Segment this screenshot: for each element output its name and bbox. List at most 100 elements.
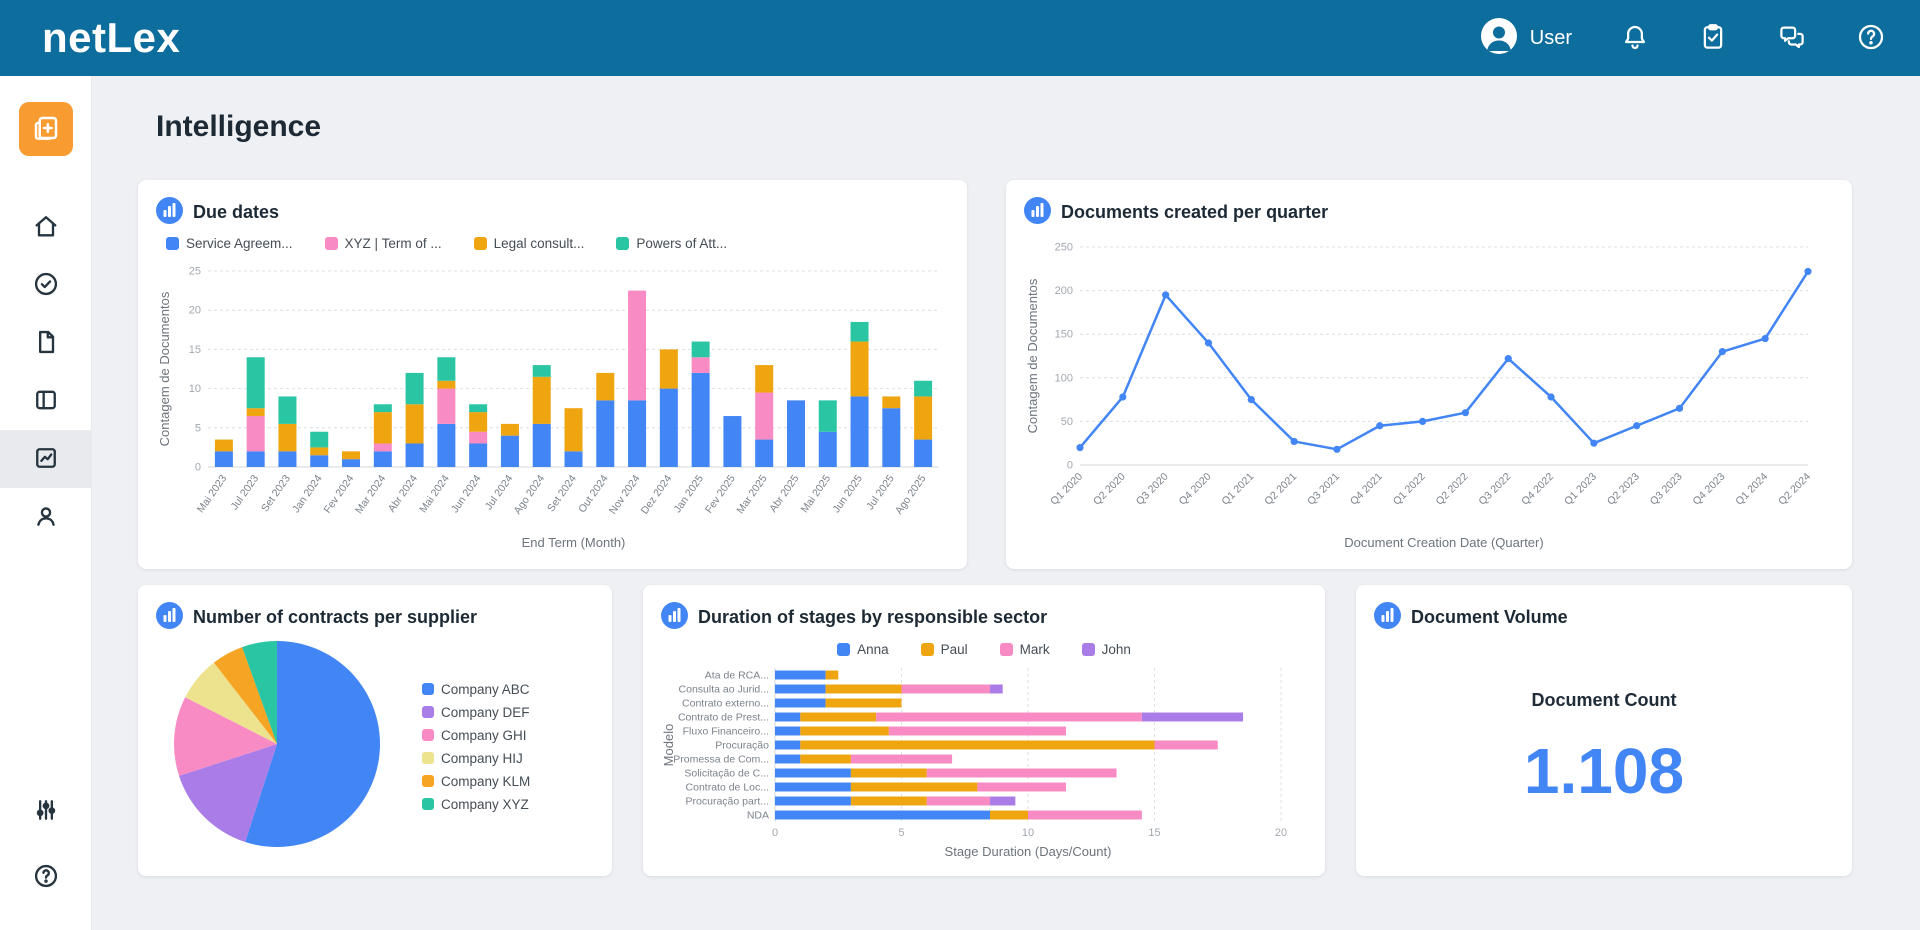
- bar-segment[interactable]: [469, 412, 488, 432]
- create-document-button[interactable]: [18, 102, 73, 156]
- docs-per-quarter-chart[interactable]: 0 50 100 150 200 250 Q1 2020 Q2 2020 Q3 2020 Q4 2…: [1024, 229, 1834, 553]
- bar-segment[interactable]: [405, 372, 424, 405]
- legend-item[interactable]: John: [1081, 642, 1131, 657]
- data-point[interactable]: [1333, 445, 1341, 453]
- help-button[interactable]: [1856, 22, 1886, 55]
- data-point[interactable]: [1376, 422, 1384, 430]
- data-point[interactable]: [1290, 437, 1298, 446]
- bar-segment[interactable]: [214, 451, 233, 467]
- pie-slice[interactable]: [179, 744, 277, 842]
- bar-segment[interactable]: [825, 670, 839, 680]
- bar-segment[interactable]: [310, 455, 329, 467]
- bar-segment[interactable]: [876, 712, 1142, 722]
- data-point[interactable]: [1461, 409, 1470, 417]
- bar-segment[interactable]: [1141, 712, 1244, 722]
- bar-segment[interactable]: [532, 376, 551, 424]
- bar-segment[interactable]: [755, 439, 774, 467]
- data-point[interactable]: [1418, 417, 1427, 425]
- bar-segment[interactable]: [882, 408, 901, 467]
- legend-item[interactable]: Mark: [999, 642, 1050, 657]
- due-dates-chart[interactable]: 0 5 10 15 20 25 Mai 2023 Jul 2023 Set 2023 Jan 20…: [156, 257, 949, 553]
- bar-segment[interactable]: [532, 365, 551, 377]
- bar-segment[interactable]: [246, 451, 265, 467]
- bar-segment[interactable]: [500, 423, 519, 436]
- bar-segment[interactable]: [278, 423, 297, 452]
- bar-segment[interactable]: [373, 443, 392, 452]
- bar-segment[interactable]: [373, 404, 392, 413]
- data-point[interactable]: [1590, 439, 1598, 447]
- bar-segment[interactable]: [246, 408, 265, 417]
- bar-segment[interactable]: [691, 357, 710, 373]
- bar-segment[interactable]: [775, 740, 801, 750]
- pie-slice[interactable]: [245, 641, 381, 847]
- bar-segment[interactable]: [977, 782, 1066, 792]
- sidebar-item-home[interactable]: [0, 198, 92, 256]
- bar-segment[interactable]: [469, 404, 488, 413]
- bar-segment[interactable]: [800, 740, 1155, 750]
- legend-item[interactable]: Service Agreem...: [166, 236, 293, 251]
- bar-segment[interactable]: [755, 365, 774, 393]
- legend-item[interactable]: Company KLM: [422, 774, 530, 789]
- legend-item[interactable]: Company HIJ: [422, 751, 530, 766]
- bar-segment[interactable]: [914, 439, 933, 467]
- bar-segment[interactable]: [659, 388, 678, 467]
- bar-segment[interactable]: [691, 341, 710, 358]
- pie-slice[interactable]: [185, 662, 277, 744]
- pie-slice[interactable]: [213, 647, 277, 744]
- sidebar-item-tasks[interactable]: [0, 256, 92, 314]
- bar-segment[interactable]: [1028, 810, 1142, 820]
- bar-segment[interactable]: [775, 684, 826, 694]
- bar-segment[interactable]: [437, 423, 456, 467]
- bar-segment[interactable]: [775, 810, 991, 820]
- bar-segment[interactable]: [564, 451, 583, 467]
- data-point[interactable]: [1247, 396, 1255, 404]
- bar-segment[interactable]: [850, 796, 927, 806]
- bar-segment[interactable]: [990, 810, 1028, 820]
- bar-segment[interactable]: [405, 443, 424, 467]
- bar-segment[interactable]: [914, 396, 933, 440]
- legend-item[interactable]: Company GHI: [422, 728, 530, 743]
- bar-segment[interactable]: [532, 423, 551, 467]
- data-point[interactable]: [1076, 443, 1084, 452]
- bar-segment[interactable]: [775, 712, 801, 722]
- sidebar-item-users[interactable]: [0, 488, 92, 546]
- bar-segment[interactable]: [850, 321, 869, 342]
- bar-segment[interactable]: [310, 447, 329, 456]
- app-logo[interactable]: netLex: [42, 14, 181, 61]
- bar-segment[interactable]: [342, 459, 361, 467]
- data-point[interactable]: [1119, 393, 1127, 401]
- bar-segment[interactable]: [850, 341, 869, 397]
- legend-item[interactable]: Company XYZ: [422, 797, 530, 812]
- bar-segment[interactable]: [990, 684, 1003, 694]
- bar-segment[interactable]: [775, 768, 851, 778]
- user-menu[interactable]: User: [1480, 17, 1572, 60]
- bar-segment[interactable]: [469, 443, 488, 467]
- bar-segment[interactable]: [926, 768, 1117, 778]
- bar-segment[interactable]: [691, 372, 710, 467]
- bar-segment[interactable]: [775, 754, 801, 764]
- bar-segment[interactable]: [800, 754, 851, 764]
- bar-segment[interactable]: [564, 408, 583, 452]
- bar-segment[interactable]: [214, 439, 233, 452]
- bar-segment[interactable]: [278, 396, 297, 424]
- legend-item[interactable]: Legal consult...: [473, 236, 584, 251]
- data-point[interactable]: [1547, 393, 1555, 401]
- bar-segment[interactable]: [775, 698, 826, 708]
- sidebar-item-templates[interactable]: [0, 372, 92, 430]
- bar-segment[interactable]: [723, 416, 742, 467]
- bar-segment[interactable]: [659, 349, 678, 389]
- line-series[interactable]: [1079, 270, 1810, 451]
- data-point[interactable]: [1675, 404, 1684, 412]
- legend-item[interactable]: Powers of Att...: [616, 236, 727, 251]
- chat-button[interactable]: [1776, 22, 1808, 55]
- data-point[interactable]: [1761, 334, 1769, 343]
- bar-segment[interactable]: [755, 392, 774, 440]
- bar-segment[interactable]: [882, 396, 901, 409]
- bar-segment[interactable]: [825, 698, 902, 708]
- supplier-pie-chart[interactable]: [170, 637, 384, 856]
- bar-segment[interactable]: [800, 726, 889, 736]
- bar-segment[interactable]: [310, 431, 329, 448]
- bar-segment[interactable]: [990, 796, 1016, 806]
- bar-segment[interactable]: [775, 782, 851, 792]
- bar-segment[interactable]: [850, 768, 927, 778]
